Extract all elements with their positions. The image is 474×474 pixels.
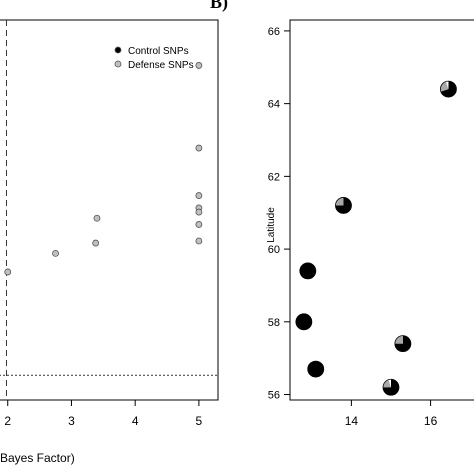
data-point xyxy=(195,221,203,228)
pie-slice-black xyxy=(307,361,324,378)
data-point xyxy=(195,237,203,245)
legend-label: Control SNPs xyxy=(128,46,189,57)
x-tick-label: 16 xyxy=(424,414,438,428)
right-y-axis: 56 58 60 62 64 66 xyxy=(268,26,290,402)
x-tick-label: 14 xyxy=(345,414,359,428)
left-x-axis: 2 3 4 5 xyxy=(4,400,203,428)
right-y-axis-label: Latitude xyxy=(266,207,277,243)
pie-slice-black xyxy=(299,262,316,279)
left-x-axis-label: (Bayes Factor) xyxy=(0,451,75,465)
y-tick-label: 60 xyxy=(268,244,280,256)
legend-label: Defense SNPs xyxy=(128,60,194,71)
pie-outline xyxy=(335,197,352,214)
right-plot-frame xyxy=(289,19,474,401)
pie-marker xyxy=(394,335,412,353)
pie-outline xyxy=(440,80,457,98)
pie-slice-white xyxy=(388,379,391,388)
panel-label: B) xyxy=(210,0,228,12)
y-tick-label: 56 xyxy=(268,390,280,402)
x-tick-label: 3 xyxy=(68,414,75,428)
y-tick-label: 66 xyxy=(268,26,280,38)
pie-outline xyxy=(295,313,313,331)
right-x-axis: 14 16 xyxy=(345,400,438,428)
y-tick-label: 64 xyxy=(268,99,280,111)
data-point xyxy=(93,214,101,222)
data-point xyxy=(4,268,12,276)
y-tick-label: 62 xyxy=(268,171,280,183)
pie-marker xyxy=(335,197,352,214)
data-point xyxy=(92,239,100,247)
x-tick-label: 5 xyxy=(196,414,203,428)
legend-marker xyxy=(114,46,122,54)
pie-marker xyxy=(382,378,400,396)
pie-marker xyxy=(307,360,325,378)
pie-marker xyxy=(440,80,457,98)
legend-marker xyxy=(114,60,122,68)
data-point xyxy=(195,208,203,216)
pie-marker xyxy=(299,262,317,280)
pie-outline xyxy=(307,360,325,378)
x-tick-label: 2 xyxy=(4,414,11,428)
left-reference-lines xyxy=(0,20,218,400)
left-plot-frame xyxy=(0,19,219,401)
pie-outline xyxy=(394,335,412,353)
data-point xyxy=(195,62,203,69)
data-point xyxy=(52,249,59,257)
pie-slice-black xyxy=(295,313,312,330)
x-tick-label: 4 xyxy=(132,414,139,428)
pie-outline xyxy=(382,378,400,396)
left-points xyxy=(4,62,203,276)
y-tick-label: 58 xyxy=(268,317,280,329)
legend: Control SNPs Defense SNPs xyxy=(114,46,194,71)
pie-slice-black xyxy=(440,81,457,98)
pie-marker xyxy=(295,313,313,331)
pie-slice-grey xyxy=(382,379,391,388)
pie-slice-white xyxy=(445,81,449,90)
data-point xyxy=(195,144,203,152)
pie-slice-grey xyxy=(335,197,344,206)
pie-slice-grey xyxy=(394,335,403,344)
pie-outline xyxy=(299,262,317,280)
data-point xyxy=(195,192,203,199)
right-pie-points xyxy=(295,80,457,396)
